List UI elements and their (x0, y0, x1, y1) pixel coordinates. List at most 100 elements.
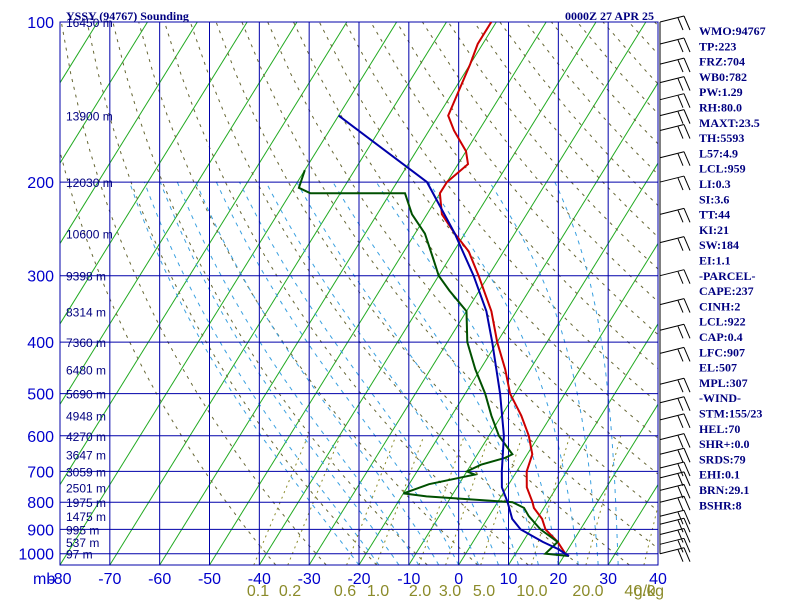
barb-shaft (659, 346, 685, 354)
barb-feather (683, 347, 691, 362)
height-label: 9398 m (66, 270, 106, 284)
dry-adiabat (60, 149, 277, 565)
barb-feather (677, 349, 684, 362)
mixing-ratio-line (480, 435, 523, 565)
x-tick-label: -50 (198, 571, 221, 588)
height-label: 537 m (66, 536, 99, 550)
barb-shaft (659, 495, 685, 503)
barb-feather (683, 324, 691, 339)
dry-adiabat (370, 22, 658, 370)
mixing-ratio-line (418, 435, 465, 565)
barb-feather (683, 57, 691, 73)
index-item: -WIND- (699, 391, 741, 405)
barb-feather (677, 59, 684, 73)
barb-feather (683, 448, 691, 463)
height-label: 7360 m (66, 336, 106, 350)
index-item: EL:507 (699, 361, 737, 375)
index-item: LI:0.3 (699, 177, 731, 191)
dry-adiabat (551, 22, 658, 145)
wind-barb (659, 517, 691, 533)
barb-feather (683, 124, 691, 139)
barb-feather (683, 15, 691, 31)
moist-adiabat (375, 181, 559, 565)
barb-shaft (659, 517, 685, 525)
barb-feather (677, 520, 684, 533)
barb-feather (677, 435, 684, 448)
wind-barb (659, 323, 691, 339)
wind-barb (659, 37, 691, 53)
mixing-ratio-label: 0.1 (247, 583, 269, 600)
wind-barb (659, 483, 691, 499)
barb-feather (677, 486, 684, 499)
dry-adiabat (138, 22, 479, 565)
index-item: L57:4.9 (699, 146, 738, 160)
index-item: WMO:94767 (699, 24, 766, 38)
wind-barb (659, 109, 691, 124)
wind-barb (659, 175, 691, 191)
index-item: LCL:959 (699, 162, 746, 176)
height-label: 2501 m (66, 481, 106, 495)
barb-feather (677, 326, 684, 339)
mixing-ratio-label: 40.0 (624, 583, 655, 600)
wind-barb (659, 413, 691, 429)
height-label: 6480 m (66, 363, 106, 377)
wind-barb (659, 151, 691, 166)
index-item: SHR+:0.0 (699, 437, 750, 451)
barb-feather (683, 76, 691, 91)
barb-shaft (659, 151, 685, 159)
moist-adiabat (332, 181, 539, 565)
barb-feather (683, 109, 691, 124)
mixing-ratio-label: 1.0 (367, 583, 389, 600)
wind-barb (659, 433, 691, 448)
series-temperature (438, 22, 570, 557)
barb-feather (683, 396, 691, 411)
index-item: CINH:2 (699, 299, 740, 313)
barb-shaft (659, 471, 685, 479)
index-item: RH:80.0 (699, 101, 742, 115)
index-item: SRDS:79 (699, 452, 746, 466)
barb-shaft (659, 447, 685, 455)
barb-feather (683, 37, 691, 53)
wind-barb (659, 76, 691, 91)
index-item: FRZ:704 (699, 55, 745, 69)
barb-feather (677, 300, 684, 313)
barb-feather (677, 415, 684, 429)
series-dewpoint (297, 169, 569, 557)
barb-shaft (659, 175, 685, 183)
x-tick-label: 30 (599, 571, 617, 588)
barb-feather (683, 528, 691, 543)
dry-adiabat (318, 22, 658, 439)
time-title: 0000Z 27 APR 25 (565, 9, 654, 23)
barb-shaft (659, 377, 685, 385)
y-tick-label: 700 (27, 464, 54, 481)
index-item: BSHR:8 (699, 498, 742, 512)
wind-barb (659, 396, 691, 411)
barb-shaft (659, 547, 685, 555)
height-label: 3059 m (66, 465, 106, 479)
dry-adiabat (525, 22, 658, 176)
wind-barb (659, 471, 691, 487)
isotherm-line (60, 22, 148, 165)
barb-feather (677, 177, 684, 191)
x-tick-label: -10 (397, 571, 420, 588)
y-tick-label: 400 (27, 335, 54, 352)
x-tick-label: -40 (248, 571, 271, 588)
mixing-ratio-label: 10.0 (516, 583, 547, 600)
wind-barb (659, 537, 691, 553)
isotherm-line (0, 22, 48, 565)
mixing-ratio-label: 3.0 (439, 583, 461, 600)
grid (59, 21, 659, 566)
dry-adiabat (86, 22, 378, 565)
barb-feather (683, 433, 691, 448)
dry-adiabat (447, 22, 658, 270)
wind-barb (659, 495, 691, 511)
moist-adiabat (296, 181, 519, 565)
dry-adiabat (189, 22, 580, 565)
height-label: 1975 m (66, 496, 106, 510)
index-item: TP:223 (699, 39, 736, 53)
y-tick-label: 200 (27, 175, 54, 192)
isotherm-line (109, 22, 447, 565)
isotherm-line (308, 22, 647, 565)
wind-barb (659, 461, 691, 477)
barb-feather (683, 236, 691, 251)
